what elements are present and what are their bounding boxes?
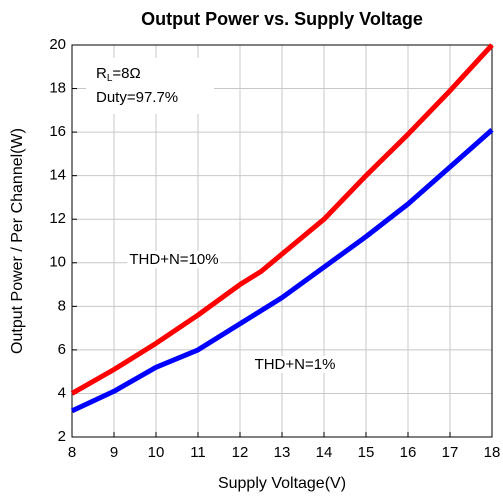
annotation-part: R — [96, 65, 107, 82]
x-axis-label: Supply Voltage(V) — [218, 475, 346, 492]
y-tick-label: 8 — [58, 297, 66, 314]
x-tick-label: 12 — [232, 444, 249, 461]
x-tick-label: 8 — [68, 444, 76, 461]
y-tick-label: 2 — [58, 428, 66, 445]
y-tick-label: 4 — [58, 384, 66, 401]
x-tick-label: 13 — [274, 444, 291, 461]
plot-frame — [71, 44, 493, 438]
series-label: THD+N=1% — [255, 356, 336, 373]
x-tick-label: 17 — [442, 444, 459, 461]
chart-title: Output Power vs. Supply Voltage — [141, 9, 423, 29]
y-tick-label: 18 — [49, 80, 66, 97]
x-tick-label: 18 — [484, 444, 501, 461]
y-tick-label: 20 — [49, 36, 66, 53]
series-line — [70, 43, 494, 396]
y-tick-label: 10 — [49, 254, 66, 271]
annotation-part: =8Ω — [112, 65, 140, 82]
annotation-box — [86, 58, 214, 114]
annotation: RL=8Ω — [96, 65, 141, 84]
y-tick-label: 14 — [49, 167, 66, 184]
series-label: THD+N=10% — [129, 251, 218, 268]
x-tick-label: 16 — [400, 444, 417, 461]
annotation: Duty=97.7% — [96, 89, 178, 106]
y-axis-label: Output Power / Per Channel(W) — [9, 128, 26, 354]
x-tick-label: 11 — [190, 444, 206, 461]
y-tick-label: 16 — [49, 123, 66, 140]
y-tick-label: 12 — [49, 210, 66, 227]
series-label-bg — [252, 355, 338, 373]
x-tick-label: 10 — [148, 444, 165, 461]
y-tick-label: 6 — [58, 341, 66, 358]
x-tick-label: 15 — [358, 444, 375, 461]
series-line — [70, 128, 494, 414]
x-tick-label: 9 — [110, 444, 118, 461]
annotation-part: L — [107, 73, 113, 84]
series-label-bg — [127, 250, 221, 268]
x-tick-label: 14 — [316, 444, 333, 461]
